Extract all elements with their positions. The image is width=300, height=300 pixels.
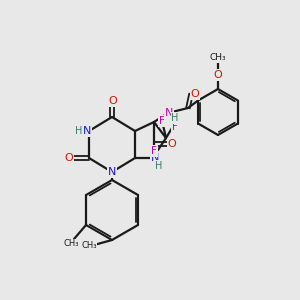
Text: H: H — [171, 113, 179, 123]
Text: O: O — [190, 89, 200, 99]
Text: F: F — [151, 146, 157, 156]
Text: CH₃: CH₃ — [63, 239, 79, 248]
Text: CH₃: CH₃ — [81, 242, 97, 250]
Text: H: H — [155, 161, 163, 171]
Text: H: H — [75, 126, 83, 136]
Text: O: O — [214, 70, 222, 80]
Text: O: O — [64, 153, 74, 163]
Text: F: F — [159, 116, 165, 126]
Text: O: O — [109, 96, 117, 106]
Text: F: F — [172, 122, 178, 132]
Text: O: O — [168, 139, 176, 149]
Text: CH₃: CH₃ — [210, 53, 226, 62]
Text: N: N — [108, 167, 116, 177]
Text: N: N — [83, 126, 91, 136]
Text: N: N — [151, 153, 159, 163]
Text: N: N — [165, 108, 173, 118]
